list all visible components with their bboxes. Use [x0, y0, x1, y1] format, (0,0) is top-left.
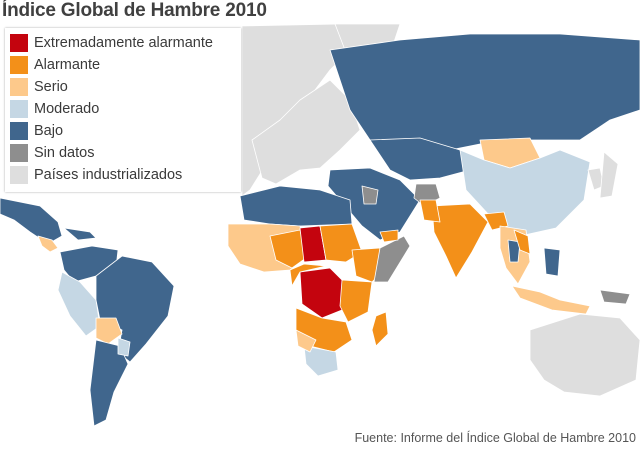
region-laos — [513, 229, 531, 255]
region-nigeria-area — [269, 229, 307, 269]
legend-label: Sin datos — [34, 144, 95, 161]
region-japan — [599, 151, 619, 199]
region-india — [431, 203, 489, 279]
legend-label: Serio — [34, 78, 68, 95]
legend-item-moderado: Moderado — [10, 99, 99, 118]
map-legend: Extremadamente alarmante Alarmante Serio… — [5, 28, 241, 192]
region-central-america — [37, 235, 59, 253]
region-caribbean — [63, 227, 97, 241]
region-paraguay — [117, 337, 131, 357]
region-east-africa — [339, 279, 373, 323]
legend-swatch — [10, 33, 28, 52]
region-somalia — [373, 235, 411, 283]
region-south-africa — [303, 345, 339, 377]
region-peru — [57, 271, 101, 337]
region-papua — [599, 289, 631, 305]
map-title: Índice Global de Hambre 2010 — [2, 0, 267, 21]
legend-swatch — [10, 99, 28, 118]
region-europe — [251, 79, 361, 185]
region-philippines — [543, 247, 561, 277]
region-madagascar — [371, 311, 389, 347]
legend-swatch — [10, 165, 28, 184]
region-thailand — [507, 239, 521, 263]
region-central-asia — [369, 137, 471, 181]
region-namibia-botswana — [295, 329, 317, 353]
region-mexico — [0, 197, 63, 245]
legend-item-serio: Serio — [10, 77, 68, 96]
legend-swatch — [10, 77, 28, 96]
world-map — [0, 24, 640, 427]
legend-label: Países industrializados — [34, 166, 183, 183]
legend-label: Moderado — [34, 100, 100, 117]
legend-item-extremadamente-alarmante: Extremadamente alarmante — [10, 33, 213, 52]
source-credit: Fuente: Informe del Índice Global de Ham… — [354, 431, 636, 445]
legend-swatch — [10, 55, 28, 74]
region-bolivia — [95, 317, 123, 345]
region-brazil — [95, 255, 175, 363]
legend-item-paises-industrializados: Países industrializados — [10, 165, 182, 184]
legend-swatch — [10, 143, 28, 162]
region-australia — [529, 313, 640, 397]
legend-item-alarmante: Alarmante — [10, 55, 100, 74]
region-russia — [329, 33, 640, 151]
region-bangladesh — [483, 211, 509, 231]
legend-swatch — [10, 121, 28, 140]
legend-item-bajo: Bajo — [10, 121, 63, 140]
region-central-africa — [289, 263, 327, 287]
region-indonesia — [511, 285, 591, 315]
legend-item-sin-datos: Sin datos — [10, 143, 94, 162]
region-yemen — [379, 229, 399, 243]
region-iraq — [361, 185, 379, 205]
legend-label: Extremadamente alarmante — [34, 34, 213, 51]
region-pakistan — [419, 199, 441, 223]
region-dr-congo — [299, 267, 347, 319]
legend-label: Alarmante — [34, 56, 101, 73]
legend-label: Bajo — [34, 122, 64, 139]
